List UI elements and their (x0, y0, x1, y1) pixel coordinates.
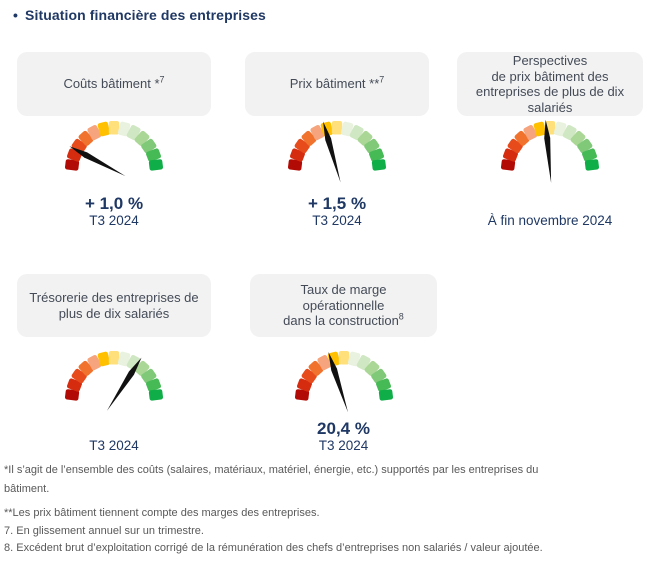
gauge-segment-12 (582, 148, 597, 162)
gauge-segment-5 (87, 355, 102, 371)
panel-header-perspectives-prix-batiment: Perspectives de prix bâtiment des entrep… (457, 52, 643, 116)
gauge-segment-6 (97, 121, 111, 137)
gauge-segment-8 (117, 351, 131, 367)
gauge-segment-8 (117, 121, 131, 137)
gauge-period-prix-batiment: T3 2024 (312, 213, 362, 228)
gauge-needle (327, 351, 348, 413)
page-title: • Situation financière des entreprises (13, 7, 266, 23)
header-label: Taux de marge opérationnelle dans la con… (283, 282, 399, 329)
gauge-segment-7 (338, 351, 349, 365)
gauge-period-taux-de-marge: T3 2024 (318, 438, 369, 453)
gauge-segment-2 (296, 378, 312, 392)
footnotes: *Il s’agit de l’ensemble des coûts (sala… (4, 461, 624, 558)
gauge-segment-12 (375, 378, 391, 392)
gauge-taux-de-marge (294, 351, 393, 413)
gauge-segment-8 (347, 351, 360, 367)
gauge-segment-5 (87, 125, 102, 141)
header-superscript: 8 (398, 311, 404, 322)
gauge-needle (544, 119, 552, 183)
gauge-segment-4 (78, 130, 94, 146)
gauge-value-couts-batiment: + 1,0 % (84, 194, 144, 213)
gauge-segment-11 (370, 368, 386, 384)
gauge-value-taux-de-marge: 20,4 % (317, 419, 370, 438)
gauge-segment-10 (570, 130, 586, 146)
header-superscript: 7 (379, 74, 385, 85)
gauge-period-perspectives-prix-batiment: À fin novembre 2024 (487, 213, 613, 228)
footnote-8: 8. Excédent brut d’exploitation corrigé … (4, 542, 543, 554)
gauge-period-couts-batiment: T3 2024 (89, 213, 139, 228)
gauge-segment-5 (310, 125, 325, 141)
gauge-segment-7 (331, 121, 343, 135)
panel-taux-de-marge: Taux de marge opérationnelle dans la con… (250, 274, 437, 453)
gauge-segment-13 (148, 159, 164, 171)
gauge-segment-1 (64, 159, 80, 171)
panel-prix-batiment: Prix bâtiment **7 + 1,5 % T3 2024 (245, 52, 429, 228)
gauge-tresorerie (64, 351, 164, 411)
gauge-segment-10 (134, 360, 150, 376)
gauge-segment-13 (371, 159, 387, 171)
gauge-segment-13 (378, 389, 393, 401)
gauge-segment-11 (141, 138, 157, 154)
header-label: Coûts bâtiment * (63, 76, 160, 92)
panel-perspectives-prix-batiment: Perspectives de prix bâtiment des entrep… (457, 52, 643, 228)
panel-header-prix-batiment: Prix bâtiment **7 (245, 52, 429, 116)
panel-couts-batiment: Coûts bâtiment *7 + 1,0 % T3 2024 (17, 52, 211, 228)
gauge-segment-12 (146, 148, 161, 162)
gauge-segment-13 (148, 389, 164, 401)
gauge-needle (323, 121, 341, 183)
footnote-7: 7. En glissement annuel sur un trimestre… (4, 524, 204, 537)
panel-header-couts-batiment: Coûts bâtiment *7 (17, 52, 211, 116)
gauge-value-prix-batiment: + 1,5 % (307, 194, 367, 213)
gauge-segment-5 (316, 355, 331, 371)
gauge-segment-1 (64, 389, 80, 401)
gauge-segment-8 (340, 121, 354, 137)
gauge-value-perspectives-prix-batiment (457, 194, 643, 212)
gauge-segment-11 (577, 138, 593, 154)
footnote-costs-definition: *Il s’agit de l’ensemble des coûts (sala… (4, 464, 539, 495)
header-superscript: 7 (159, 74, 165, 85)
gauge-segment-2 (503, 148, 518, 162)
gauge-segment-11 (141, 368, 157, 384)
gauge-segment-2 (67, 378, 82, 392)
gauge-prix-batiment (287, 121, 387, 183)
gauge-segment-11 (364, 138, 380, 154)
gauge-segment-7 (108, 351, 120, 365)
gauge-segment-12 (369, 148, 384, 162)
gauge-segment-10 (364, 360, 379, 376)
gauge-segment-4 (78, 360, 94, 376)
gauge-segment-4 (514, 130, 530, 146)
gauge-segment-1 (287, 159, 303, 171)
footnote-prices-margins: **Les prix bâtiment tiennent compte des … (4, 507, 320, 519)
gauge-perspectives-prix-batiment (500, 119, 600, 183)
gauge-segment-5 (523, 125, 538, 141)
gauge-segment-6 (533, 121, 547, 137)
gauge-segment-4 (308, 360, 323, 376)
gauge-segment-1 (500, 159, 516, 171)
gauge-segment-10 (357, 130, 373, 146)
gauge-segment-12 (146, 378, 161, 392)
header-label: Perspectives de prix bâtiment des entrep… (475, 53, 625, 115)
gauge-value-tresorerie (17, 419, 211, 437)
gauge-segment-10 (134, 130, 150, 146)
gauge-segment-6 (97, 351, 111, 367)
gauge-segment-13 (584, 159, 600, 171)
panel-header-taux-de-marge: Taux de marge opérationnelle dans la con… (250, 274, 437, 337)
gauge-segment-8 (553, 121, 567, 137)
panel-header-tresorerie: Trésorerie des entreprises de plus de di… (17, 274, 211, 337)
page-title-text: Situation financière des entreprises (25, 7, 266, 23)
header-label: Prix bâtiment ** (289, 76, 380, 92)
header-label: Trésorerie des entreprises de plus de di… (29, 290, 199, 321)
gauge-segment-7 (108, 121, 120, 135)
gauge-couts-batiment (64, 121, 164, 177)
panel-tresorerie: Trésorerie des entreprises de plus de di… (17, 274, 211, 453)
gauge-needle (69, 146, 126, 177)
bullet-icon: • (13, 7, 19, 23)
gauge-period-tresorerie: T3 2024 (89, 438, 139, 453)
gauge-segment-4 (301, 130, 317, 146)
gauge-segment-1 (294, 389, 309, 401)
gauge-needle (106, 357, 142, 411)
gauge-segment-2 (290, 148, 305, 162)
